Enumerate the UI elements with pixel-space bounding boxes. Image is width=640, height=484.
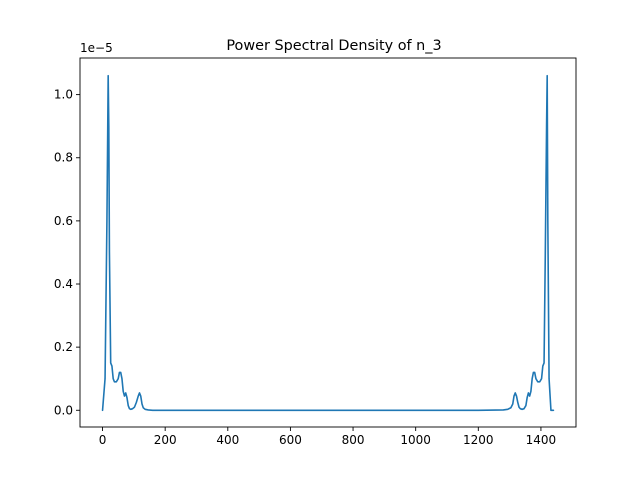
series-line-0	[101, 74, 555, 412]
x-tick-label: 1000	[400, 433, 431, 447]
y-tick-label: 0.0	[54, 403, 73, 417]
x-tick-label: 600	[279, 433, 302, 447]
y-tick-label: 0.4	[54, 277, 73, 291]
y-tick-label: 0.6	[54, 214, 73, 228]
chart-title: Power Spectral Density of n_3	[226, 38, 441, 54]
y-tick-label: 1.0	[54, 88, 73, 102]
x-tick-label: 400	[216, 433, 239, 447]
x-tick-label: 1200	[463, 433, 494, 447]
x-tick-label: 800	[342, 433, 365, 447]
y-tick-label: 0.8	[54, 151, 73, 165]
x-tick-label: 1400	[526, 433, 557, 447]
plot-area: 0 200 400 600 800 1000 1200 1400 0.0 0.2 0.4 0.6 0.8…	[54, 57, 577, 447]
axes-frame	[79, 57, 577, 428]
y-tick-label: 0.2	[54, 340, 73, 354]
y-axis-offset-label: 1e−5	[80, 41, 113, 55]
x-tick-label: 200	[154, 433, 177, 447]
x-tick-label: 0	[99, 433, 107, 447]
